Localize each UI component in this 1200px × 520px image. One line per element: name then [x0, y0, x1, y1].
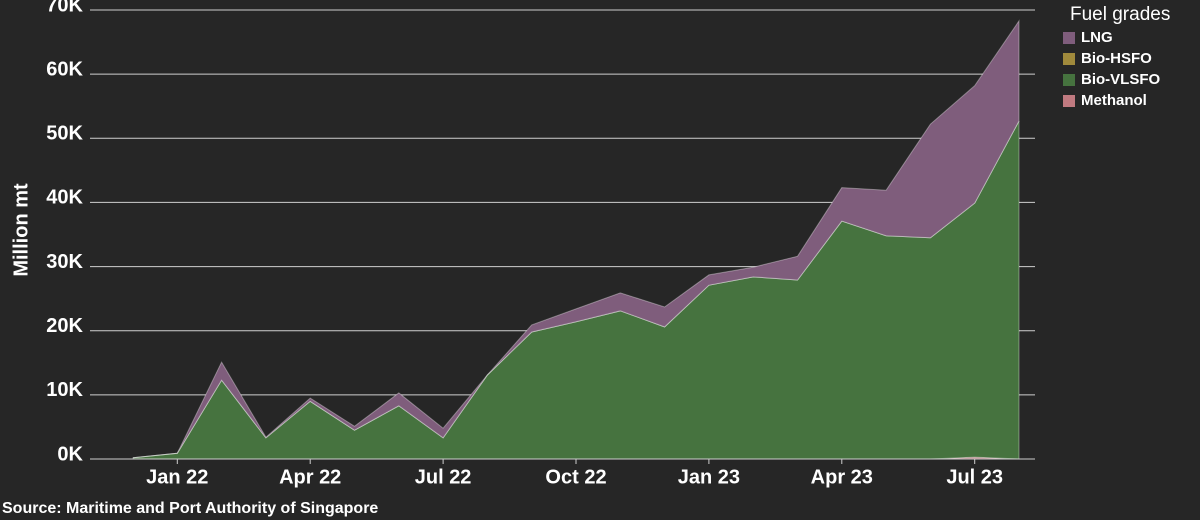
y-tick-label: 20K	[46, 315, 83, 337]
x-tick-label: Apr 23	[811, 466, 873, 488]
legend-title: Fuel grades	[1070, 4, 1170, 25]
y-tick-label: 0K	[57, 443, 83, 465]
y-tick-label: 50K	[46, 123, 83, 145]
y-tick-label: 60K	[46, 58, 83, 80]
y-tick-label: 40K	[46, 187, 83, 209]
source-note: Source: Maritime and Port Authority of S…	[2, 500, 378, 517]
legend-swatch	[1063, 53, 1075, 65]
y-tick-label: 10K	[46, 379, 83, 401]
x-tick-label: Jul 23	[946, 466, 1003, 488]
y-axis-label: Million mt	[10, 183, 32, 277]
area	[132, 19, 1020, 459]
x-tick-label: Apr 22	[279, 466, 341, 488]
legend-label: Methanol	[1081, 92, 1147, 109]
y-tick-label: 30K	[46, 251, 83, 273]
legend-swatch	[1063, 32, 1075, 44]
x-tick-label: Oct 22	[545, 466, 606, 488]
legend-swatch	[1063, 74, 1075, 86]
legend-swatch	[1063, 95, 1075, 107]
legend-label: Bio-VLSFO	[1081, 71, 1160, 88]
legend-label: LNG	[1081, 29, 1113, 46]
x-tick-label: Jul 22	[415, 466, 472, 488]
y-tick-label: 70K	[46, 0, 83, 16]
x-tick-label: Jan 22	[146, 466, 208, 488]
area	[132, 120, 1020, 460]
x-tick-label: Jan 23	[678, 466, 740, 488]
legend-label: Bio-HSFO	[1081, 50, 1152, 67]
